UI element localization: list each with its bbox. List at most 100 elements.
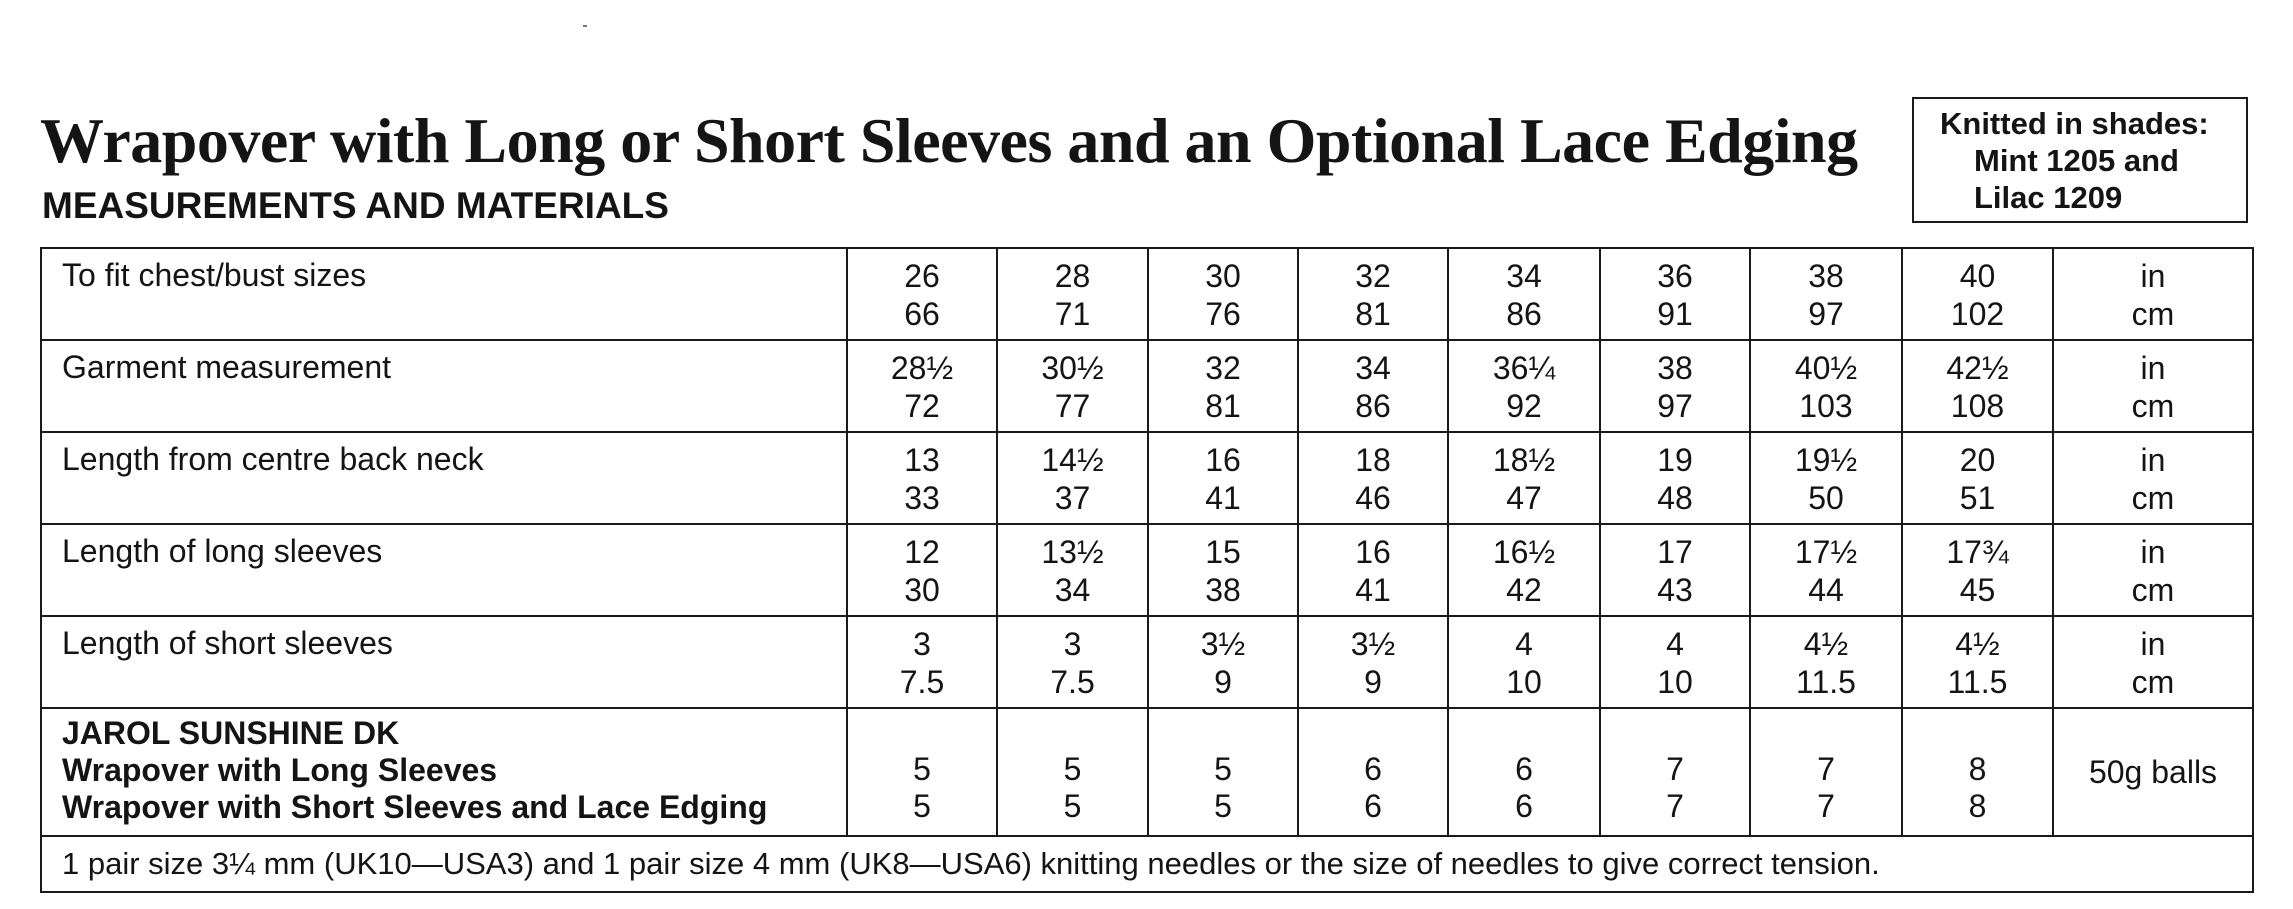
size-cell: 4½ 11.5 [1901, 615, 2054, 709]
unit-cell: in cm [2052, 523, 2254, 617]
value-cm: 47 [1506, 480, 1542, 516]
value-in: 3½ [1350, 626, 1396, 662]
balls-short: 8 [1968, 788, 1987, 824]
yarn-heading: JAROL SUNSHINE DK [62, 715, 400, 751]
value-in: 18 [1355, 442, 1391, 478]
balls-short: 6 [1515, 788, 1533, 824]
size-cell: 13 33 [846, 431, 998, 525]
unit-cell: in cm [2052, 247, 2254, 341]
table-row: Length from centre back neck 13 33 14½ 37 16 4… [40, 431, 2254, 525]
value-cm: 41 [1355, 572, 1391, 608]
needles-text: 1 pair size 3¼ mm (UK10—USA3) and 1 pair… [40, 835, 2254, 893]
size-cell: 3½ 9 [1147, 615, 1299, 709]
size-cell: 40½ 103 [1749, 339, 1903, 433]
value-in: 38 [1808, 258, 1844, 294]
value-cm: 34 [1054, 572, 1091, 608]
value-in: 17 [1657, 534, 1693, 570]
size-cell: 19 48 [1599, 431, 1751, 525]
size-cell: 16 41 [1297, 523, 1449, 617]
size-cell: 4 10 [1599, 615, 1751, 709]
section-subtitle: MEASUREMENTS AND MATERIALS [42, 185, 669, 226]
value-cm: 51 [1959, 480, 1996, 516]
value-in: 4 [1515, 626, 1533, 662]
value-in: 16½ [1492, 534, 1556, 570]
size-cell: 34 86 [1297, 339, 1449, 433]
value-cm: 102 [1950, 296, 2005, 332]
row-label: Length from centre back neck [40, 431, 848, 525]
table-row: Length of short sleeves 3 7.5 3 7.5 3½ 9 3½ 9 4 10… [40, 615, 2254, 709]
value-in: 19½ [1794, 442, 1858, 478]
value-in: 3½ [1200, 626, 1246, 662]
value-cm: 97 [1808, 296, 1844, 332]
unit-in: in [2140, 350, 2166, 386]
value-in: 28 [1054, 258, 1091, 294]
value-in: 16 [1355, 534, 1391, 570]
unit-cell: in cm [2052, 431, 2254, 525]
value-in: 42½ [1946, 350, 2009, 386]
balls-short: 5 [1214, 788, 1232, 824]
value-cm: 92 [1506, 388, 1542, 424]
unit-in: in [2140, 626, 2166, 662]
value-in: 3 [913, 626, 931, 662]
value-in: 36 [1657, 258, 1693, 294]
value-cm: 66 [904, 296, 940, 332]
row-label: Length of long sleeves [40, 523, 848, 617]
value-cm: 108 [1950, 388, 2005, 424]
row-label: Garment measurement [40, 339, 848, 433]
value-in: 38 [1657, 350, 1693, 386]
size-cell: 38 97 [1749, 247, 1903, 341]
value-cm: 7.5 [1050, 664, 1095, 700]
shades-heading: Knitted in shades: [1940, 106, 2209, 141]
balls-long: 6 [1364, 751, 1382, 787]
balls-long: 6 [1515, 751, 1533, 787]
value-cm: 81 [1205, 388, 1241, 424]
value-cm: 38 [1205, 572, 1241, 608]
shade-mint: Mint 1205 and [1974, 143, 2179, 178]
shades-box: Knitted in shades: Mint 1205 and Lilac 1… [1912, 97, 2248, 223]
value-in: 19 [1657, 442, 1693, 478]
value-in: 30 [1205, 258, 1241, 294]
value-in: 3 [1063, 626, 1082, 662]
size-cell: 32 81 [1297, 247, 1449, 341]
value-cm: 7.5 [899, 664, 945, 700]
value-cm: 50 [1808, 480, 1844, 516]
value-cm: 45 [1959, 572, 1996, 608]
value-in: 13 [904, 442, 940, 478]
value-in: 40 [1959, 258, 1996, 294]
size-cell: 16½ 42 [1447, 523, 1601, 617]
unit-cm: cm [2131, 664, 2175, 700]
unit-in: in [2140, 442, 2166, 478]
value-cm: 30 [904, 572, 940, 608]
size-cell: 16 41 [1147, 431, 1299, 525]
size-cell: 36 91 [1599, 247, 1751, 341]
size-cell: 19½ 50 [1749, 431, 1903, 525]
balls-short: 5 [1063, 788, 1082, 824]
size-cell: 4½ 11.5 [1749, 615, 1903, 709]
unit-cm: cm [2131, 572, 2175, 608]
unit-in: in [2140, 258, 2166, 294]
value-cm: 42 [1506, 572, 1542, 608]
needles-row: 1 pair size 3¼ mm (UK10—USA3) and 1 pair… [40, 835, 2254, 893]
size-cell: 38 97 [1599, 339, 1751, 433]
value-in: 16 [1205, 442, 1241, 478]
unit-cell: in cm [2052, 339, 2254, 433]
measurements-table: To fit chest/bust sizes 26 66 28 71 30 76 32 81 3… [40, 247, 2254, 893]
value-cm: 9 [1214, 664, 1232, 700]
value-in: 36¼ [1492, 350, 1556, 386]
value-in: 32 [1205, 350, 1241, 386]
size-cell: 17 43 [1599, 523, 1751, 617]
size-cell: 17¾ 45 [1901, 523, 2054, 617]
value-in: 28½ [890, 350, 954, 386]
value-cm: 77 [1054, 388, 1091, 424]
page-title: Wrapover with Long or Short Sleeves and … [40, 105, 1858, 176]
value-in: 34 [1506, 258, 1542, 294]
value-in: 26 [904, 258, 940, 294]
value-cm: 103 [1799, 388, 1853, 424]
value-in: 4½ [1955, 626, 2000, 662]
value-cm: 41 [1205, 480, 1241, 516]
